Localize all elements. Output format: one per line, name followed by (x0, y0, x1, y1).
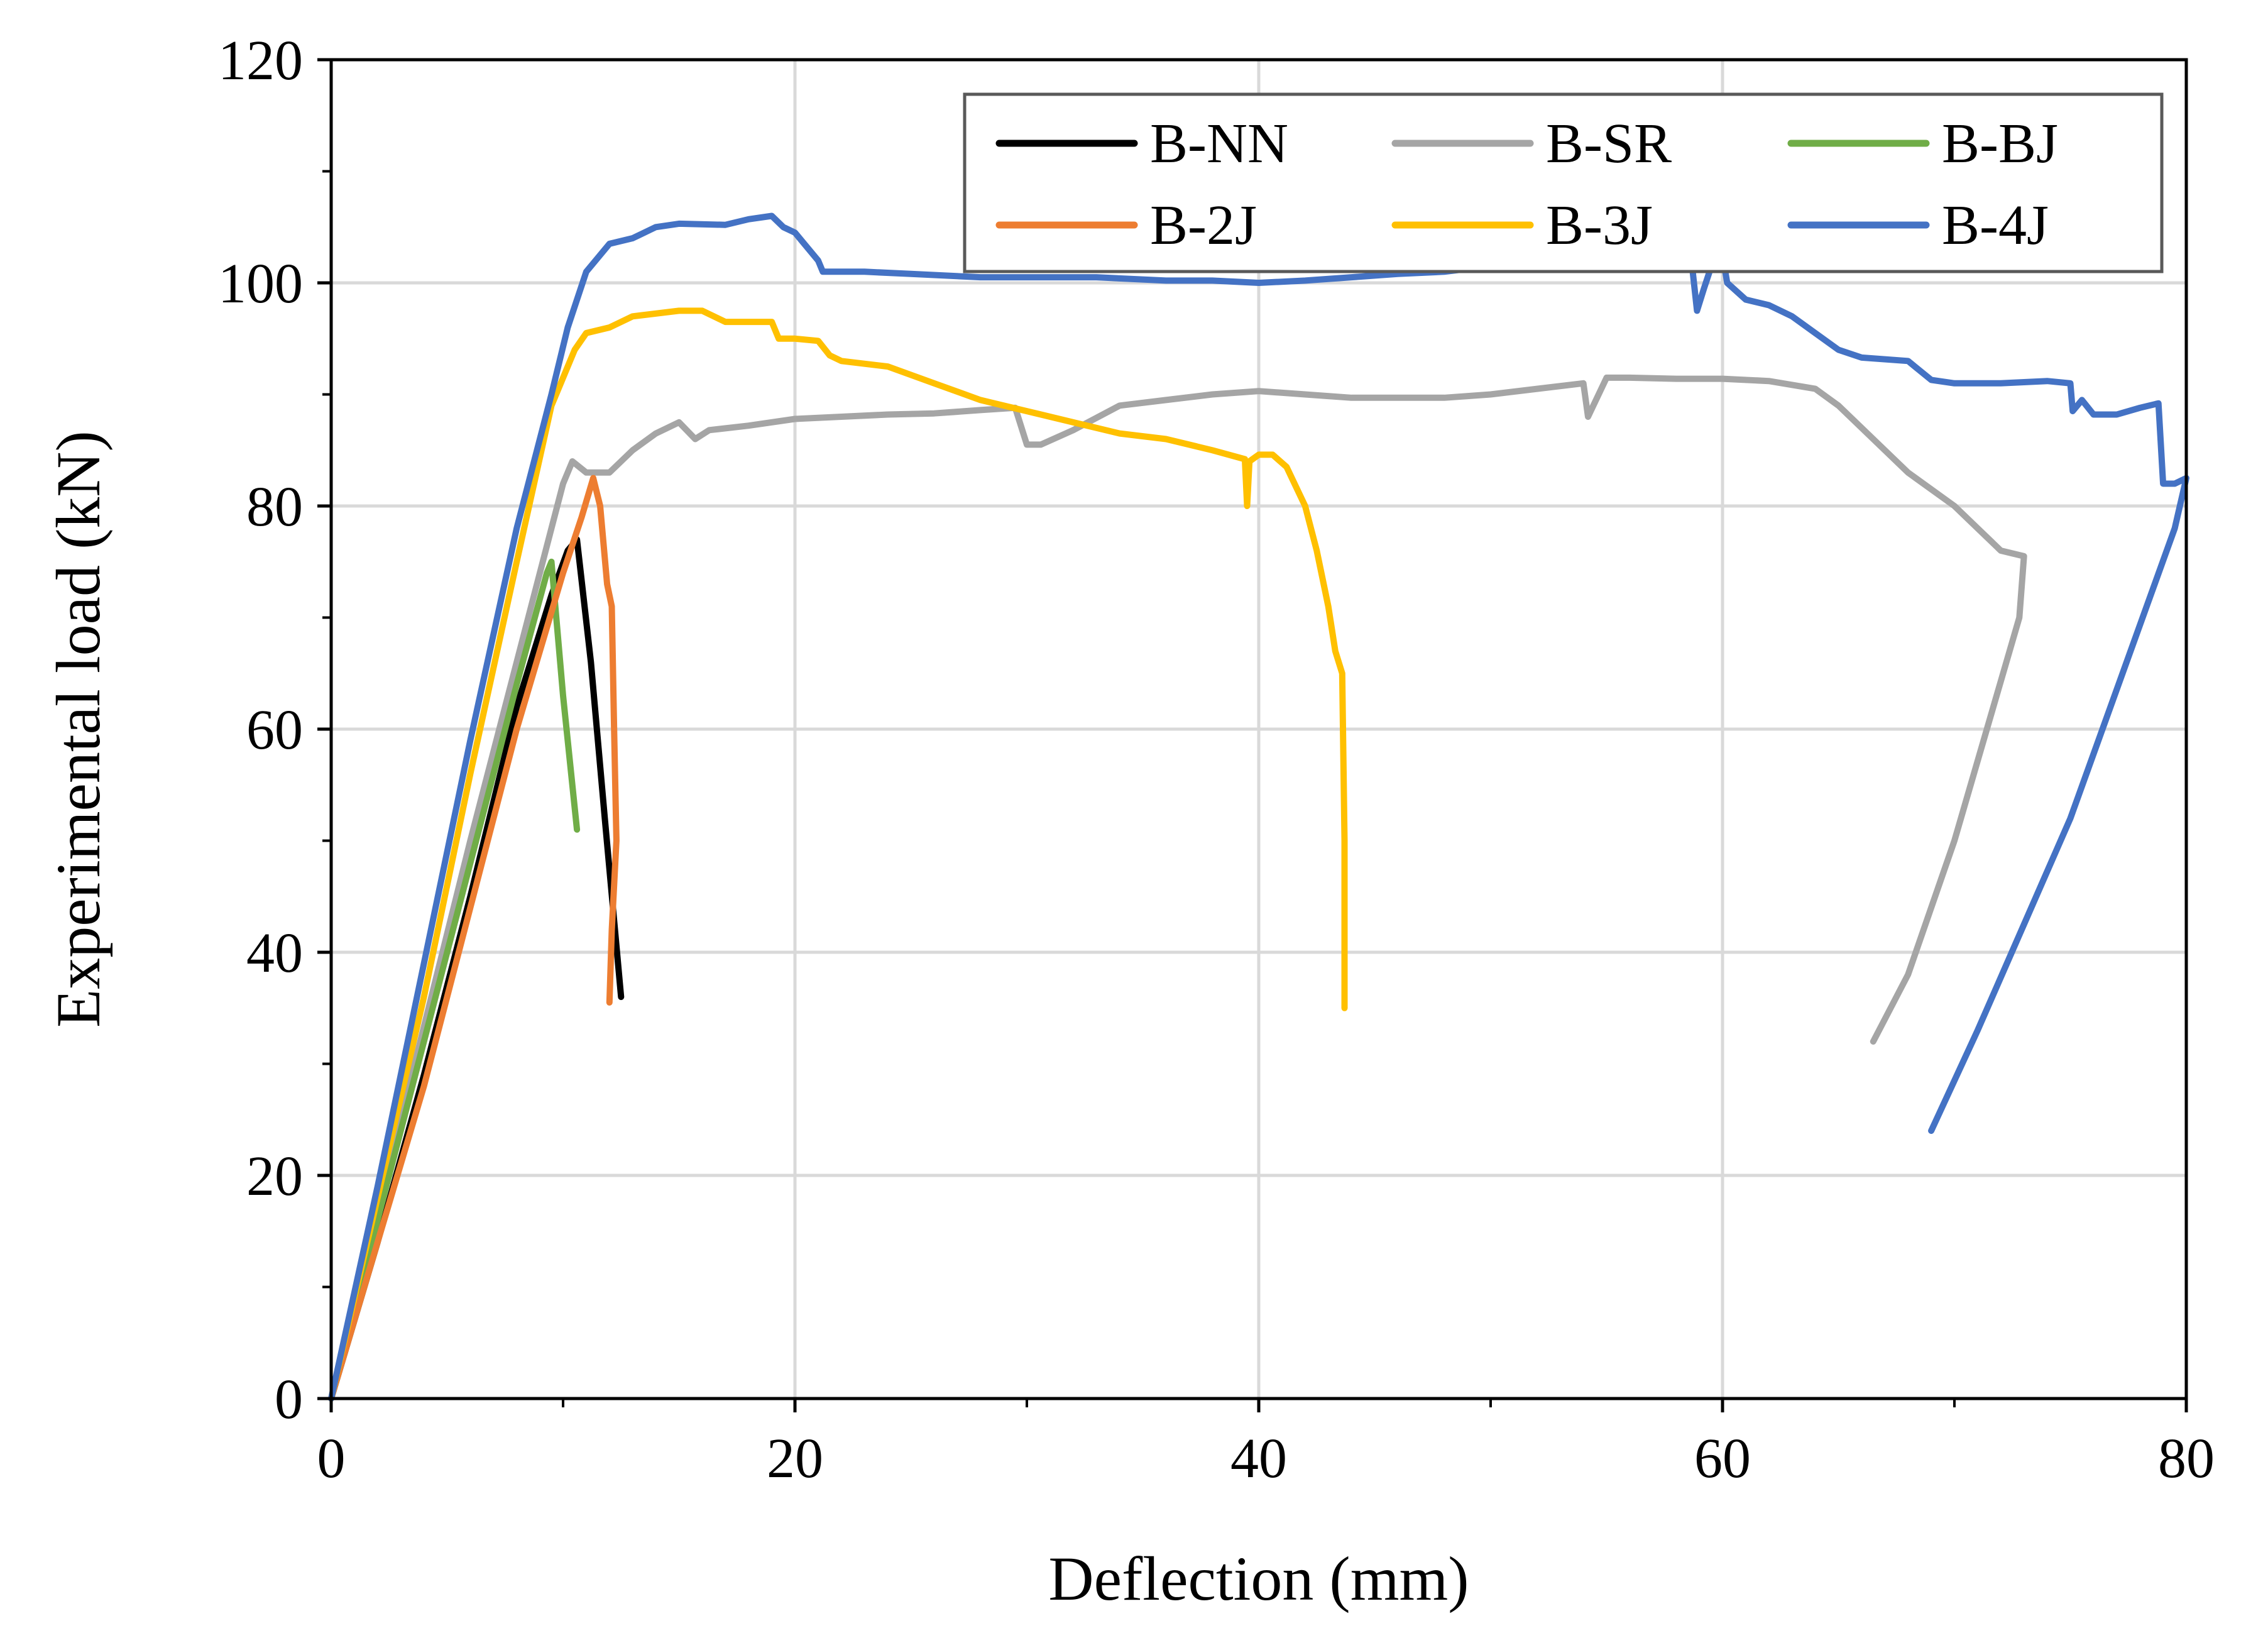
series-line-b-2j (328, 475, 620, 1402)
legend-label-b-4j: B-4J (1942, 194, 2049, 256)
legend-box (963, 92, 2164, 273)
y-tick-label: 100 (218, 253, 303, 315)
legend-label-b-bj: B-BJ (1942, 113, 2058, 175)
series-line-b-bj (328, 558, 581, 1402)
x-axis-title: Deflection (mm) (1048, 1544, 1469, 1614)
x-tick-label: 80 (2158, 1427, 2215, 1490)
legend: B-NN B-SR B-BJ B-2J B-3J B-4J (963, 92, 2164, 273)
legend-label-b-nn: B-NN (1150, 113, 1288, 175)
y-tick-label: 60 (246, 699, 303, 761)
y-axis-title: Experimental load (kN) (43, 431, 113, 1028)
series-line-b-sr (328, 374, 2027, 1402)
y-tick-label: 0 (275, 1368, 303, 1431)
y-tick-label: 80 (246, 476, 303, 538)
legend-label-b-2j: B-2J (1150, 194, 1257, 256)
legend-label-b-sr: B-SR (1546, 113, 1672, 175)
y-tick-label: 40 (246, 922, 303, 984)
legend-label-b-3j: B-3J (1546, 194, 1653, 256)
y-tick-label: 20 (246, 1145, 303, 1207)
series-line-b-3j (328, 307, 1348, 1402)
x-tick-label: 60 (1694, 1427, 1751, 1490)
x-tick-label: 40 (1230, 1427, 1287, 1490)
x-tick-label: 0 (317, 1427, 346, 1490)
axis-ticks (317, 58, 2188, 1412)
x-tick-label: 20 (767, 1427, 823, 1490)
y-tick-label: 120 (218, 30, 303, 92)
tick-labels: 0 20 40 60 80 100 120 0 20 40 60 80 (218, 30, 2215, 1490)
